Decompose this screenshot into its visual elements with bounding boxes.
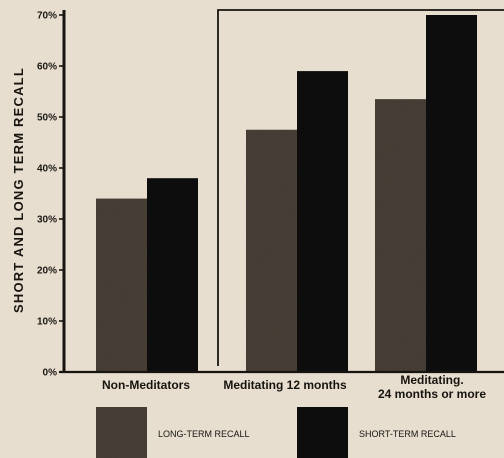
x-category-label: 24 months or more — [378, 387, 486, 401]
bar-long-term-0 — [96, 198, 147, 372]
x-axis-categories: Non-Meditators Meditating 12 months Medita… — [102, 373, 486, 401]
axes — [59, 10, 504, 374]
y-tick-label: 40% — [37, 164, 57, 175]
y-tick-label: 20% — [37, 266, 57, 277]
bar-long-term-2 — [375, 99, 426, 373]
meditating-bracket-line — [217, 9, 504, 366]
x-category-label: Non-Meditators — [102, 378, 190, 392]
y-tick-label: 30% — [37, 215, 57, 226]
legend-swatch-long-term — [96, 407, 147, 458]
bar-long-term-1 — [246, 129, 297, 372]
bar-series — [96, 15, 477, 373]
legend-swatch-short-term — [297, 407, 348, 458]
bar-short-term-2 — [426, 15, 477, 372]
bar-short-term-0 — [147, 178, 198, 372]
y-tick-label: 60% — [37, 62, 57, 73]
x-category-label: Meditating 12 months — [223, 378, 347, 392]
y-tick-label: 50% — [37, 113, 57, 124]
y-axis-label: SHORT AND LONG TERM RECALL — [11, 67, 26, 313]
meditating-group-bracket — [217, 9, 504, 366]
legend-label-long-term: LONG-TERM RECALL — [158, 429, 250, 439]
x-category-label: Meditating. — [400, 373, 463, 387]
bar-short-term-1 — [297, 71, 348, 372]
y-tick-label: 0% — [43, 368, 58, 379]
y-axis-ticks: 0% 10% 20% 30% 40% 50% 60% 70% — [37, 11, 64, 379]
y-tick-label: 70% — [37, 11, 57, 22]
y-tick-label: 10% — [37, 317, 57, 328]
legend-label-short-term: SHORT-TERM RECALL — [359, 429, 456, 439]
legend: LONG-TERM RECALL SHORT-TERM RECALL — [96, 407, 456, 458]
